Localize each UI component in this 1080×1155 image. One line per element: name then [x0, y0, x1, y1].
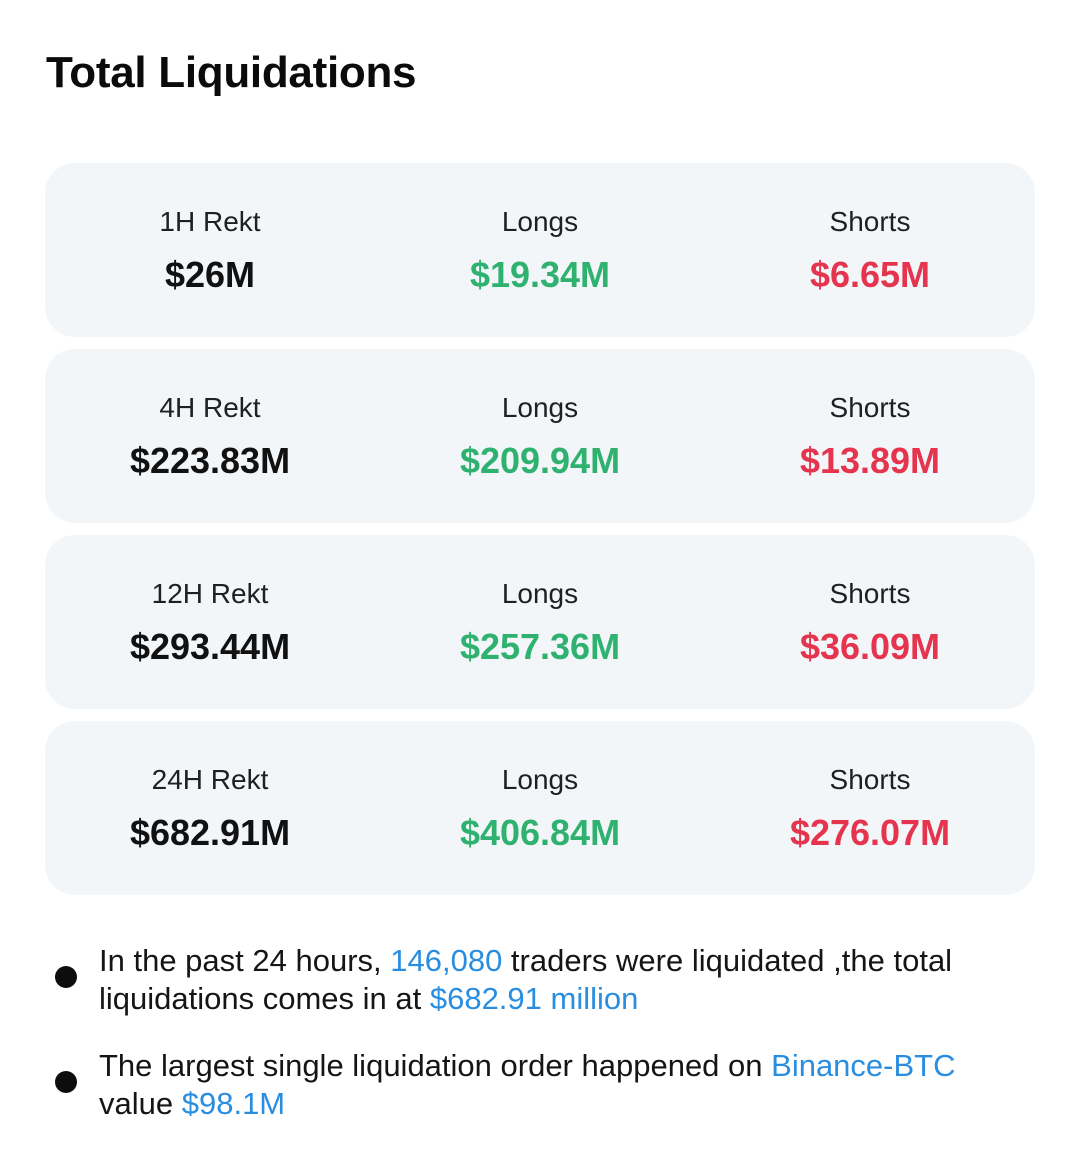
longs-value: $257.36M	[459, 626, 621, 667]
total-amount-link[interactable]: $682.91 million	[429, 981, 639, 1016]
longs-label: Longs	[501, 392, 579, 423]
longs-label: Longs	[501, 764, 579, 795]
summary-notes: In the past 24 hours, 146,080 traders we…	[50, 942, 1010, 1152]
period-label: 4H Rekt	[159, 392, 261, 423]
total-value: $293.44M	[129, 626, 291, 667]
total-column: 12H Rekt $293.44M	[45, 535, 375, 709]
period-label: 24H Rekt	[151, 764, 269, 795]
shorts-value: $276.07M	[789, 812, 951, 853]
note-text: In the past 24 hours,	[99, 943, 391, 978]
shorts-column: Shorts $6.65M	[705, 163, 1035, 337]
card-1h: 1H Rekt $26M Longs $19.34M Shorts $6.65M	[45, 163, 1035, 337]
total-value: $26M	[164, 254, 256, 295]
shorts-column: Shorts $13.89M	[705, 349, 1035, 523]
card-24h: 24H Rekt $682.91M Longs $406.84M Shorts …	[45, 721, 1035, 895]
total-column: 24H Rekt $682.91M	[45, 721, 375, 895]
note-largest-order: The largest single liquidation order hap…	[50, 1047, 1010, 1123]
total-column: 1H Rekt $26M	[45, 163, 375, 337]
total-value: $223.83M	[129, 440, 291, 481]
bullet-icon	[55, 1071, 77, 1093]
shorts-value: $6.65M	[809, 254, 931, 295]
shorts-label: Shorts	[829, 392, 911, 423]
longs-value: $19.34M	[469, 254, 611, 295]
shorts-column: Shorts $276.07M	[705, 721, 1035, 895]
page-title: Total Liquidations	[46, 48, 417, 97]
longs-value: $406.84M	[459, 812, 621, 853]
total-column: 4H Rekt $223.83M	[45, 349, 375, 523]
card-12h: 12H Rekt $293.44M Longs $257.36M Shorts …	[45, 535, 1035, 709]
longs-label: Longs	[501, 578, 579, 609]
period-label: 1H Rekt	[159, 206, 261, 237]
note-text: traders were liquidated ,the total liqui…	[99, 943, 953, 1016]
shorts-value: $13.89M	[799, 440, 941, 481]
longs-column: Longs $209.94M	[375, 349, 705, 523]
shorts-column: Shorts $36.09M	[705, 535, 1035, 709]
shorts-value: $36.09M	[799, 626, 941, 667]
longs-column: Longs $19.34M	[375, 163, 705, 337]
note-24h-summary: In the past 24 hours, 146,080 traders we…	[50, 942, 1010, 1018]
card-4h: 4H Rekt $223.83M Longs $209.94M Shorts $…	[45, 349, 1035, 523]
exchange-link[interactable]: Binance-BTC	[771, 1048, 956, 1083]
note-text: The largest single liquidation order hap…	[99, 1048, 772, 1083]
longs-value: $209.94M	[459, 440, 621, 481]
bullet-icon	[55, 966, 77, 988]
shorts-label: Shorts	[829, 578, 911, 609]
shorts-label: Shorts	[829, 764, 911, 795]
order-amount-link[interactable]: $98.1M	[181, 1086, 286, 1121]
longs-column: Longs $257.36M	[375, 535, 705, 709]
note-text: value	[99, 1086, 182, 1121]
longs-label: Longs	[501, 206, 579, 237]
shorts-label: Shorts	[829, 206, 911, 237]
period-label: 12H Rekt	[151, 578, 269, 609]
traders-count-link[interactable]: 146,080	[390, 943, 503, 978]
liquidation-cards: 1H Rekt $26M Longs $19.34M Shorts $6.65M…	[45, 163, 1035, 907]
longs-column: Longs $406.84M	[375, 721, 705, 895]
total-value: $682.91M	[129, 812, 291, 853]
